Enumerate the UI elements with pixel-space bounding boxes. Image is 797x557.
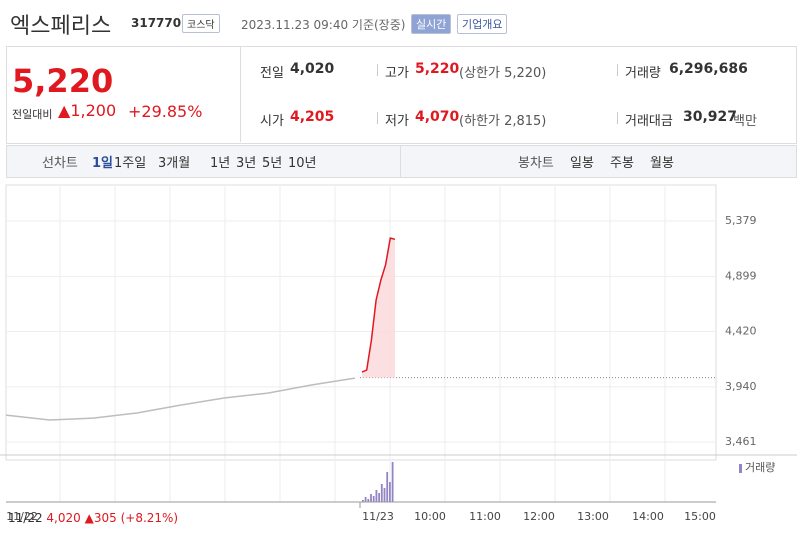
stock-name: 엑스페리스 [10,14,112,39]
tab[interactable]: 3개월 [158,156,191,171]
tab[interactable]: 3년 [236,156,257,171]
tab-bar [6,145,797,178]
company-button[interactable]: 기업개요 [457,14,508,34]
x-tick-label: 14:00 [632,510,664,523]
footer-pct: (+8.21%) [120,511,179,525]
divider [240,46,241,142]
field-value: 6,296,686 [669,61,748,77]
volume-bar [378,493,380,502]
x-tick-label: 11/23 [362,510,394,523]
x-tick-label: 11:00 [469,510,501,523]
x-tick-label: 10:00 [414,510,446,523]
divider [617,112,618,124]
field-note: 백만 [733,114,757,129]
field-label: 전일 [260,66,284,81]
tab[interactable]: 1주일 [114,156,147,171]
tab[interactable]: 일봉 [570,156,594,171]
volume-bar [370,494,372,502]
legend-swatch [739,464,742,473]
volume-bar [391,462,394,502]
footer-date: 11/22 [8,511,43,525]
x-tick-label: 13:00 [577,510,609,523]
y-tick-label: 3,940 [725,380,757,393]
divider [377,112,378,124]
plot-frame [5,184,717,461]
field-label: 거래대금 [625,114,673,129]
field-label: 저가 [385,114,409,129]
footer: 11/22 4,020 ▲305 (+8.21%) [8,511,178,525]
volume-bar [383,488,386,502]
tab-label: 봉차트 [518,156,554,171]
volume-bar [364,497,367,502]
field-value: 30,927 [683,109,738,125]
divider [400,146,401,177]
x-tick-label: 12:00 [523,510,555,523]
field-label: 고가 [385,66,409,81]
volume-bar [380,484,383,502]
tab-label: 선차트 [42,156,78,171]
stock-code: 317770 [131,16,182,30]
change-pct: +29.85% [128,102,203,121]
footer-change: ▲305 [84,511,117,525]
volume-legend: 거래량 [745,461,775,474]
divider [617,64,618,76]
realtime-button[interactable]: 실시간 [411,14,452,34]
area [362,238,395,378]
field-note: (상한가 5,220) [459,66,547,81]
price-line-prev [5,377,356,421]
volume-bar [389,482,391,502]
field-note: (하한가 2,815) [459,114,547,129]
tab[interactable]: 5년 [262,156,283,171]
change-label: 전일대비 [12,108,53,121]
field-label: 시가 [260,114,284,129]
volume-bar [362,500,364,502]
y-tick-label: 3,461 [725,435,757,448]
change: 1,200 [70,101,117,120]
market-badge: 코스닥 [182,14,220,33]
price: 5,220 [12,62,114,100]
volume-bar [372,496,375,502]
footer-price: 4,020 [46,511,81,525]
tab[interactable]: 1일 [92,156,114,171]
change-up: ▲1,200 [58,101,117,120]
divider [377,64,378,76]
x-tick-label: 11/22 [6,510,38,523]
field-value: 4,070 [415,109,460,125]
y-tick-label: 4,420 [725,325,757,338]
tab[interactable]: 주봉 [610,156,634,171]
tab[interactable]: 1년 [210,156,231,171]
x-tick-label: 15:00 [684,510,716,523]
field-value: 4,205 [290,109,335,125]
datetime: 2023.11.23 09:40 기준(장중) [241,18,406,32]
tab[interactable]: 10년 [288,156,317,171]
y-tick-label: 4,899 [725,269,757,282]
y-tick-label: 5,379 [725,214,757,227]
volume-bar [386,472,389,502]
field-value: 5,220 [415,61,460,77]
volume-bar [375,490,378,502]
field-label: 거래량 [625,66,661,81]
volume-bar [367,499,370,502]
tab[interactable]: 월봉 [650,156,674,171]
chart: 5,379 4,899 4,420 3,940 3,461 거래량 11/22 11/23 10… [0,184,797,523]
price-line-today [361,237,396,373]
field-value: 4,020 [290,61,335,77]
